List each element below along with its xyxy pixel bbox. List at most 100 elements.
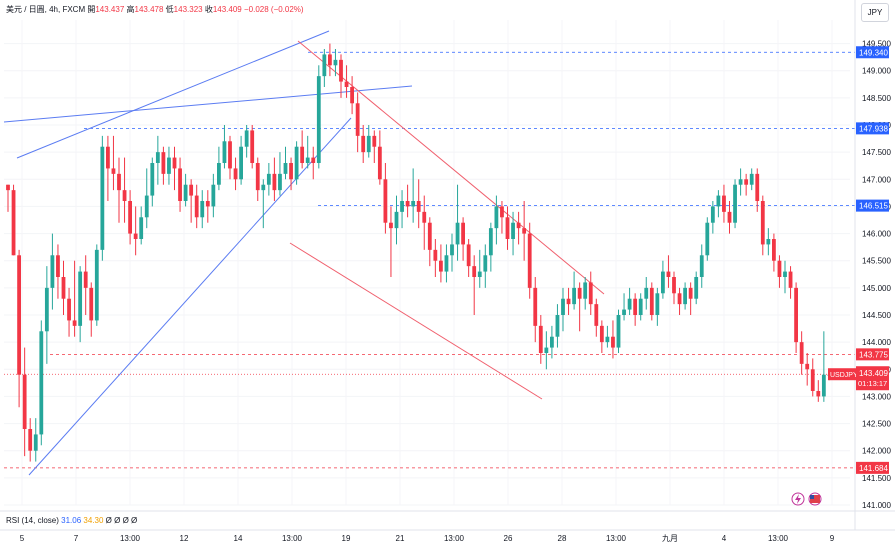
candle-body xyxy=(516,222,521,229)
candle-body xyxy=(56,255,60,277)
price-level-label: 146.515 xyxy=(859,202,888,211)
candle-body xyxy=(688,287,693,299)
candle-body xyxy=(644,287,649,299)
currency-button[interactable]: JPY xyxy=(861,3,889,22)
symbol-label[interactable]: 美元 / 日圓, 4h, FXCM xyxy=(6,5,86,14)
y-tick-label: 148.500 xyxy=(862,94,891,103)
candle-body xyxy=(394,211,399,229)
candle-body xyxy=(44,287,49,332)
candle-body xyxy=(122,190,127,201)
candle-body xyxy=(333,59,338,66)
candle-body xyxy=(144,195,149,218)
candle-body xyxy=(633,298,638,315)
candle-body xyxy=(544,347,549,353)
candle-body xyxy=(194,195,199,218)
candle-body xyxy=(455,222,460,245)
candle-body xyxy=(233,168,238,180)
flag-canton xyxy=(810,495,814,499)
candle-body xyxy=(577,287,582,299)
x-tick-label: 13:00 xyxy=(282,534,303,543)
candle-body xyxy=(311,157,316,163)
candle-body xyxy=(39,331,44,435)
candle-body xyxy=(67,298,71,321)
x-tick-label: 13:00 xyxy=(768,534,789,543)
candle-body xyxy=(6,184,10,191)
candle-body xyxy=(250,130,255,163)
y-tick-label: 149.500 xyxy=(862,40,891,49)
candle-body xyxy=(783,271,787,277)
x-tick-label: 14 xyxy=(234,534,243,543)
y-tick-label: 144.000 xyxy=(862,338,891,347)
candle-body xyxy=(11,190,16,256)
candle-body xyxy=(677,293,682,305)
candle-body xyxy=(217,163,221,185)
candle-body xyxy=(72,320,77,326)
candle-body xyxy=(605,336,610,343)
candle-body xyxy=(289,163,293,180)
y-tick-label: 149.000 xyxy=(862,67,891,76)
low-label: 低 xyxy=(165,5,174,14)
candle-body xyxy=(389,222,393,229)
candle-body xyxy=(450,244,454,256)
candle-body xyxy=(89,287,94,321)
candle-body xyxy=(561,298,565,315)
y-tick-label: 144.500 xyxy=(862,311,891,320)
candle-body xyxy=(377,146,382,180)
candle-body xyxy=(716,195,721,207)
price-level-label: 149.340 xyxy=(859,48,888,57)
x-tick-label: 5 xyxy=(20,534,25,543)
trend-line xyxy=(16,30,330,159)
y-tick-label: 146.000 xyxy=(862,230,891,239)
flag-stripes xyxy=(810,495,820,503)
x-tick-label: 4 xyxy=(722,534,727,543)
candle-body xyxy=(305,157,310,163)
candle-body xyxy=(611,336,615,348)
y-tick-label: 143.000 xyxy=(862,392,891,401)
candle-body xyxy=(755,173,760,201)
candle-body xyxy=(266,173,271,185)
candle-body xyxy=(61,277,66,299)
candle-body xyxy=(361,135,366,153)
candle-body xyxy=(500,206,504,218)
price-level-tag xyxy=(856,348,889,361)
candle-body xyxy=(111,168,116,174)
candle-body xyxy=(344,81,349,87)
price-level-tag xyxy=(856,46,889,59)
candle-body xyxy=(383,179,388,223)
trend-line xyxy=(3,85,413,123)
candle-body xyxy=(416,201,421,212)
candle-body xyxy=(777,260,782,277)
ohlc-legend: 美元 / 日圓, 4h, FXCM 開143.437 高143.478 低143… xyxy=(6,4,304,15)
candle-body xyxy=(466,244,471,267)
y-tick-label: 141.000 xyxy=(862,501,891,510)
candle-body xyxy=(760,201,765,245)
candle-body xyxy=(727,211,732,223)
candle-body xyxy=(683,287,687,305)
candle-body xyxy=(366,135,371,153)
us-flag-icon[interactable] xyxy=(808,492,822,506)
y-tick-label: 145.000 xyxy=(862,284,891,293)
symbol-tag-label: USDJPY xyxy=(830,372,858,379)
candle-body xyxy=(117,173,121,191)
candle-body xyxy=(78,271,83,326)
candle-body xyxy=(50,255,55,288)
lightning-icon[interactable] xyxy=(791,492,805,506)
y-tick-label: 142.500 xyxy=(862,420,891,429)
candle-body xyxy=(316,76,321,163)
candle-body xyxy=(799,342,804,364)
candle-body xyxy=(272,173,277,191)
rsi-label: RSI (14, close) xyxy=(6,516,59,525)
candle-body xyxy=(622,309,626,315)
candle-body xyxy=(694,277,699,299)
candle-body xyxy=(527,233,532,288)
candle-body xyxy=(211,184,216,207)
price-level-label: 147.938 xyxy=(859,124,888,133)
candle-body xyxy=(183,184,188,201)
rsi-legend[interactable]: RSI (14, close) 31.06 34.30 Ø Ø Ø Ø xyxy=(6,516,137,525)
x-tick-label: 9 xyxy=(830,534,835,543)
x-tick-label: 12 xyxy=(180,534,189,543)
price-level-tag xyxy=(856,122,889,135)
candle-body xyxy=(594,304,599,326)
